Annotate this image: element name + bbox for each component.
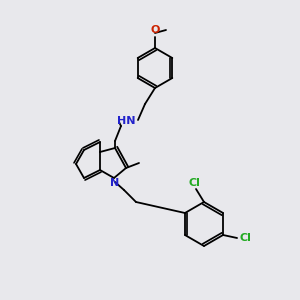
Text: Cl: Cl xyxy=(239,233,251,243)
Text: O: O xyxy=(150,25,160,35)
Text: Cl: Cl xyxy=(188,178,200,188)
Text: HN: HN xyxy=(117,116,135,126)
Text: N: N xyxy=(110,178,120,188)
